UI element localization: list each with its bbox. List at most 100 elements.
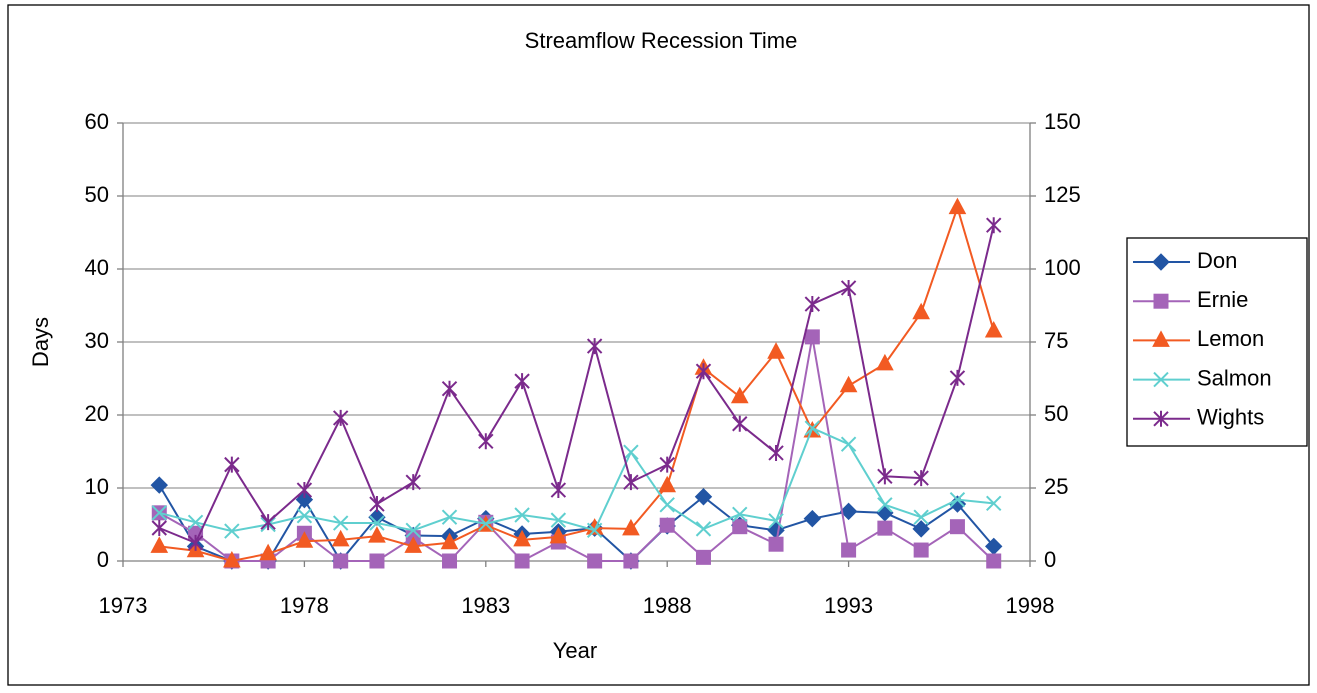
data-point xyxy=(695,363,712,380)
series-line xyxy=(159,426,994,533)
data-point xyxy=(841,542,857,558)
data-point xyxy=(550,482,567,499)
data-point xyxy=(732,415,748,432)
y-tick-label: 30 xyxy=(85,328,109,353)
data-point xyxy=(368,526,386,543)
x-tick-label: 1983 xyxy=(461,593,510,618)
x-tick-label: 1988 xyxy=(643,593,692,618)
y-tick-label: 10 xyxy=(85,474,109,499)
data-point xyxy=(187,534,204,551)
legend-label: Lemon xyxy=(1197,326,1264,351)
data-point xyxy=(839,375,858,393)
x-tick-label: 1993 xyxy=(824,593,873,618)
y-tick-label: 20 xyxy=(85,401,109,426)
data-point xyxy=(296,482,313,499)
legend-label: Ernie xyxy=(1197,287,1248,312)
legend-marker xyxy=(1152,330,1170,347)
data-point xyxy=(224,456,240,473)
x-tick-label: 1973 xyxy=(99,593,148,618)
data-point xyxy=(659,497,675,513)
data-point xyxy=(877,520,893,536)
data-point xyxy=(986,217,1002,234)
data-point xyxy=(405,474,421,491)
data-point xyxy=(296,508,313,524)
data-point xyxy=(839,502,858,521)
data-point xyxy=(767,342,785,359)
data-point xyxy=(151,505,167,521)
chart-frame xyxy=(7,4,1310,686)
data-point xyxy=(513,529,531,547)
x-tick-label: 1978 xyxy=(280,593,329,618)
data-point xyxy=(333,553,349,569)
y-tick-label: 60 xyxy=(85,109,109,134)
legend-marker xyxy=(1153,410,1169,427)
data-point xyxy=(768,536,784,552)
y-tick-label: 50 xyxy=(85,182,109,207)
data-point xyxy=(369,515,385,531)
data-point xyxy=(586,522,603,539)
data-point xyxy=(840,279,857,296)
data-point xyxy=(368,508,386,526)
data-point xyxy=(804,296,821,313)
data-point xyxy=(514,507,530,523)
x-axis-label: Year xyxy=(553,638,597,663)
y2-tick-label: 50 xyxy=(1044,401,1068,426)
chart-title: Streamflow Recession Time xyxy=(525,28,798,53)
data-point xyxy=(441,380,458,397)
data-point xyxy=(369,553,385,569)
x-tick-label: 1998 xyxy=(1006,593,1055,618)
data-point xyxy=(659,456,675,473)
data-point xyxy=(695,549,711,565)
data-point xyxy=(695,521,712,537)
data-point xyxy=(260,514,276,531)
data-point xyxy=(478,516,494,532)
data-point xyxy=(984,320,1003,338)
data-point xyxy=(550,512,567,528)
data-point xyxy=(150,476,168,494)
data-point xyxy=(658,475,677,493)
data-point xyxy=(622,518,640,536)
data-point xyxy=(949,491,966,508)
data-point xyxy=(295,490,314,509)
y2-tick-label: 100 xyxy=(1044,255,1081,280)
data-point xyxy=(295,531,314,548)
y-axis-label: Days xyxy=(28,317,53,367)
data-point xyxy=(912,302,930,320)
data-point xyxy=(659,517,675,533)
legend-label: Wights xyxy=(1197,405,1264,430)
y2-tick-label: 75 xyxy=(1044,328,1068,353)
legend-marker xyxy=(1153,371,1169,388)
y2-tick-label: 150 xyxy=(1044,109,1081,134)
data-point xyxy=(732,519,748,535)
data-point xyxy=(623,474,639,491)
data-point xyxy=(259,543,277,561)
data-point xyxy=(804,329,820,345)
data-point xyxy=(913,470,929,487)
data-point xyxy=(694,488,713,506)
data-point xyxy=(151,520,167,537)
data-point xyxy=(986,553,1002,569)
data-point xyxy=(187,514,204,531)
data-point xyxy=(223,550,241,568)
data-point xyxy=(986,495,1002,512)
data-point xyxy=(877,497,893,513)
data-point xyxy=(768,444,784,461)
data-point xyxy=(369,496,385,513)
legend-marker xyxy=(1152,253,1170,271)
data-point xyxy=(913,509,929,525)
data-point xyxy=(478,433,494,450)
data-point xyxy=(404,536,423,553)
data-point xyxy=(150,536,169,553)
y2-tick-label: 25 xyxy=(1044,474,1068,499)
data-point xyxy=(913,542,929,558)
data-point xyxy=(768,513,784,529)
data-point xyxy=(623,553,639,569)
data-point xyxy=(586,338,603,355)
data-point xyxy=(442,553,458,569)
data-point xyxy=(514,373,530,390)
data-point xyxy=(587,553,603,569)
data-point xyxy=(949,369,966,386)
data-point xyxy=(840,436,857,452)
